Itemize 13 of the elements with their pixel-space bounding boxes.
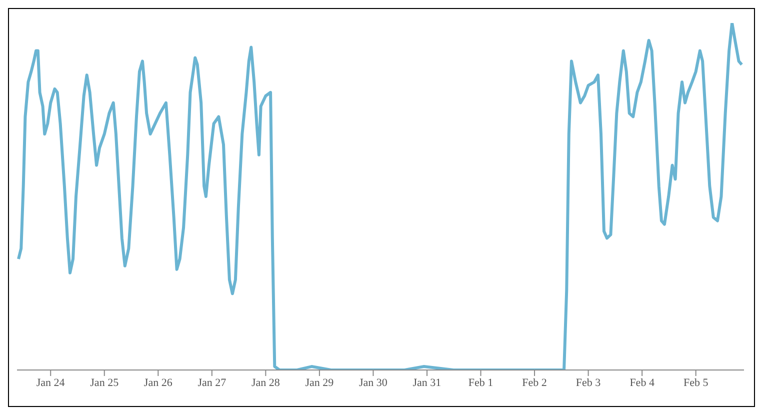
x-tick-label: Jan 25 — [90, 376, 120, 389]
x-tick-label: Feb 2 — [522, 376, 547, 389]
x-tick-label: Jan 29 — [305, 376, 334, 389]
x-tick-label: Jan 27 — [198, 376, 227, 389]
x-tick-label: Jan 24 — [36, 376, 66, 389]
x-tick-label: Feb 3 — [576, 376, 602, 389]
x-tick-label: Jan 26 — [144, 376, 173, 389]
x-tick-label: Jan 30 — [359, 376, 388, 389]
x-tick-label: Feb 4 — [630, 376, 655, 389]
x-tick-label: Feb 5 — [683, 376, 709, 389]
x-tick-label: Jan 28 — [251, 376, 280, 389]
x-tick-label: Jan 31 — [412, 376, 442, 389]
x-tick-label: Feb 1 — [468, 376, 494, 389]
